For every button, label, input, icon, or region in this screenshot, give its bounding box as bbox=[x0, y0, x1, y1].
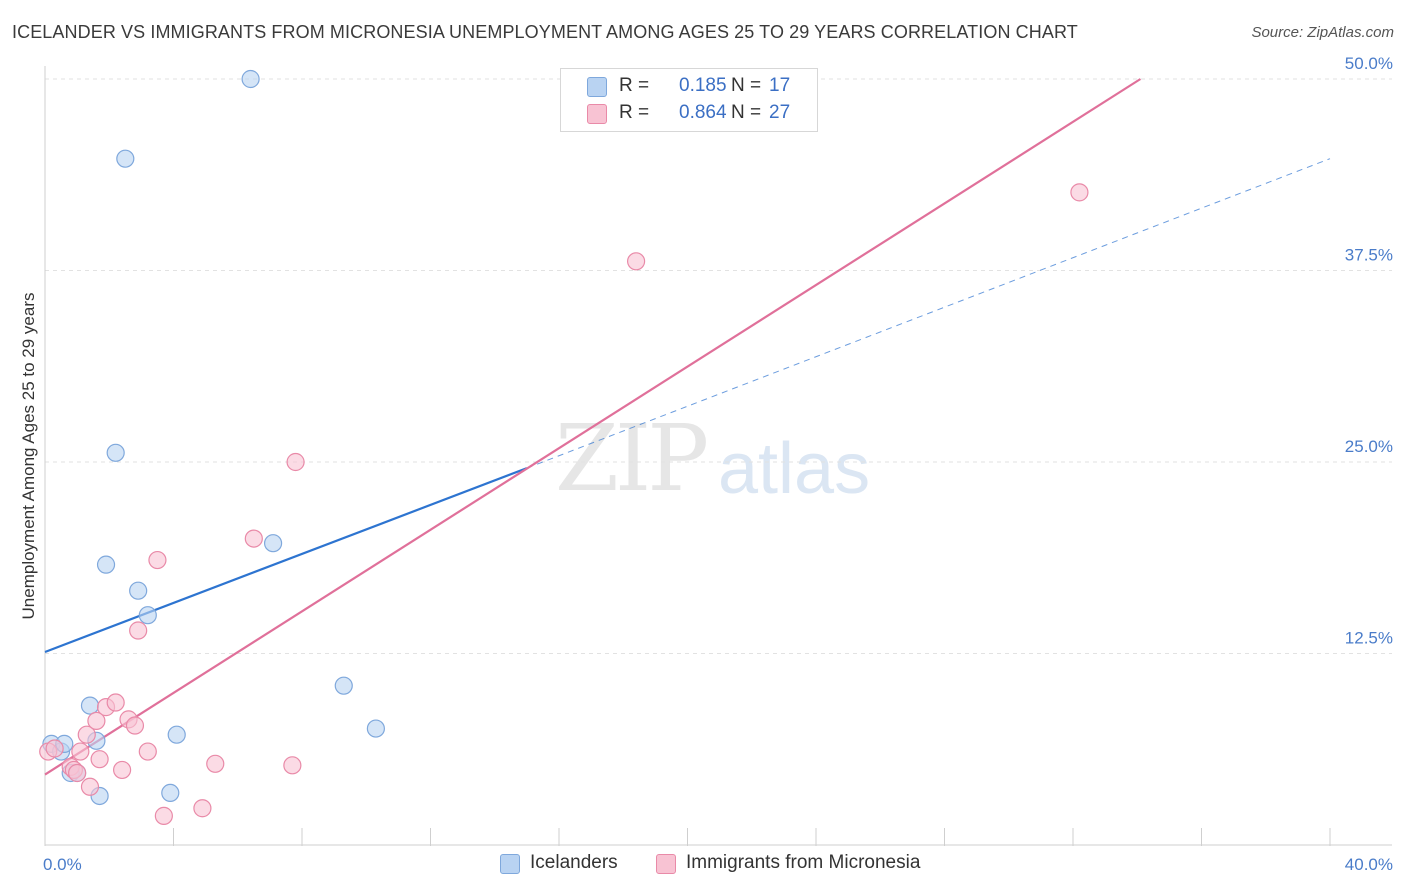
icelander-point bbox=[129, 581, 148, 600]
legend-swatch-blue bbox=[587, 77, 607, 97]
micronesia-point bbox=[129, 621, 148, 640]
y-tick-label: 12.5% bbox=[1345, 629, 1393, 648]
icelander-point bbox=[263, 534, 283, 553]
icelander-point bbox=[167, 725, 186, 744]
micronesia-point bbox=[112, 760, 132, 780]
micronesia-point bbox=[244, 529, 263, 548]
data-points bbox=[39, 69, 1089, 825]
micronesia-point bbox=[626, 252, 646, 271]
legend-r-label: R = bbox=[619, 75, 650, 96]
series-legend: Icelanders Immigrants from Micronesia bbox=[0, 852, 1406, 878]
icelander-point bbox=[241, 69, 260, 89]
micronesia-point bbox=[106, 693, 125, 712]
y-tick-label: 25.0% bbox=[1345, 437, 1393, 456]
legend-n-label: N = bbox=[731, 75, 762, 96]
icelander-point bbox=[106, 443, 125, 462]
legend-n-label: N = bbox=[731, 102, 762, 123]
watermark-zip: ZIP bbox=[555, 405, 709, 512]
x-tick-label: 0.0% bbox=[43, 855, 82, 874]
micronesia-point bbox=[148, 550, 167, 570]
correlation-legend: R = 0.185 N = 17 R = 0.864 N = 27 bbox=[560, 68, 818, 132]
legend-r-value: 0.864 bbox=[679, 102, 727, 123]
icelander-trend-line bbox=[44, 467, 528, 653]
legend-r-value: 0.185 bbox=[679, 75, 727, 96]
icelander-trend-extension bbox=[526, 158, 1331, 469]
icelander-point bbox=[80, 696, 100, 715]
legend-swatch-pink bbox=[587, 104, 607, 124]
legend-r-label: R = bbox=[619, 102, 650, 123]
icelander-point bbox=[138, 606, 157, 625]
y-tick-label: 50.0% bbox=[1345, 54, 1393, 73]
tick-labels: 12.5% 25.0% 37.5% 50.0% 0.0% 40.0% bbox=[43, 54, 1393, 874]
micronesia-point bbox=[90, 750, 109, 769]
micronesia-point bbox=[283, 756, 302, 775]
legend-label: Immigrants from Micronesia bbox=[686, 852, 921, 873]
grid-lines bbox=[45, 78, 1392, 654]
icelander-point bbox=[366, 719, 385, 738]
y-axis-label: Unemployment Among Ages 25 to 29 years bbox=[19, 293, 38, 620]
legend-label: Icelanders bbox=[530, 852, 618, 873]
legend-swatch-pink bbox=[656, 854, 676, 874]
chart-title: ICELANDER VS IMMIGRANTS FROM MICRONESIA … bbox=[12, 22, 1078, 42]
legend-swatch-blue bbox=[500, 854, 520, 874]
micronesia-point bbox=[45, 739, 64, 758]
micronesia-point bbox=[138, 742, 157, 761]
micronesia-point bbox=[193, 799, 212, 818]
micronesia-point bbox=[80, 777, 100, 796]
x-tick-label: 40.0% bbox=[1345, 855, 1393, 874]
icelander-point bbox=[161, 783, 180, 803]
source-credit: Source: ZipAtlas.com bbox=[1251, 24, 1394, 41]
micronesia-point bbox=[71, 742, 90, 761]
micronesia-point bbox=[77, 725, 96, 744]
trend-lines bbox=[44, 78, 1331, 776]
legend-n-value: 17 bbox=[769, 75, 791, 96]
micronesia-point bbox=[286, 452, 305, 472]
axes bbox=[44, 66, 1392, 846]
icelander-point bbox=[116, 149, 135, 168]
micronesia-point bbox=[68, 763, 87, 783]
y-tick-label: 37.5% bbox=[1345, 246, 1393, 265]
micronesia-trend-line bbox=[44, 78, 1142, 776]
micronesia-point bbox=[87, 711, 106, 731]
micronesia-point bbox=[125, 716, 145, 735]
icelander-point bbox=[96, 555, 116, 574]
watermark-atlas: atlas bbox=[718, 429, 871, 509]
micronesia-point bbox=[154, 806, 173, 825]
legend-n-value: 27 bbox=[769, 102, 791, 123]
micronesia-point bbox=[1070, 183, 1089, 202]
icelander-point bbox=[334, 676, 353, 695]
micronesia-point bbox=[206, 754, 225, 773]
